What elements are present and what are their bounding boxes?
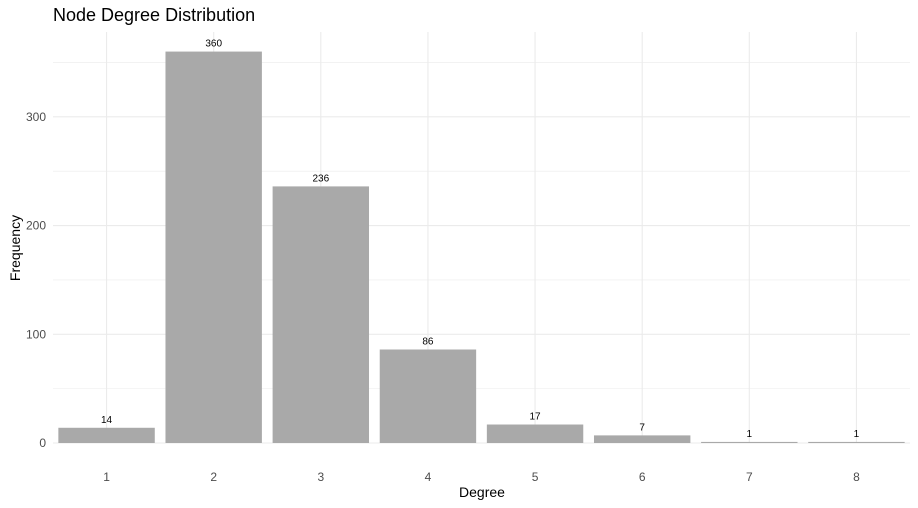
x-tick-label: 5 <box>532 470 539 484</box>
chart-title: Node Degree Distribution <box>53 5 256 25</box>
bar <box>58 427 155 443</box>
bar <box>593 435 691 443</box>
x-tick-label: 1 <box>103 470 110 484</box>
bar <box>272 186 370 443</box>
data-label: 17 <box>530 412 542 423</box>
x-tick-label: 7 <box>746 470 753 484</box>
bar <box>486 424 584 443</box>
x-tick-label: 3 <box>317 470 324 484</box>
y-tick-label: 100 <box>26 327 46 341</box>
bars <box>58 51 905 443</box>
x-tick-label: 6 <box>639 470 646 484</box>
data-label: 14 <box>101 415 113 426</box>
bar <box>165 51 262 443</box>
bar <box>701 441 798 443</box>
y-axis-title: Frequency <box>7 215 23 281</box>
y-tick-label: 0 <box>39 436 46 450</box>
data-label: 1 <box>747 429 753 440</box>
data-label: 7 <box>639 422 645 433</box>
x-tick-label: 8 <box>853 470 860 484</box>
x-tick-label: 2 <box>210 470 217 484</box>
bar <box>379 349 477 443</box>
data-label: 360 <box>205 39 222 50</box>
data-label: 236 <box>312 173 329 184</box>
y-tick-label: 300 <box>26 110 46 124</box>
x-tick-label: 4 <box>425 470 432 484</box>
y-tick-label: 200 <box>26 219 46 233</box>
data-label: 1 <box>854 429 860 440</box>
x-axis-ticks: 1 2 3 4 5 6 7 8 <box>103 470 860 484</box>
bar <box>808 441 905 443</box>
data-labels: 14 360 236 86 17 7 1 1 <box>101 39 860 440</box>
data-label: 86 <box>422 336 434 347</box>
x-axis-title: Degree <box>459 484 505 500</box>
y-axis-ticks: 0 100 200 300 <box>26 110 46 450</box>
